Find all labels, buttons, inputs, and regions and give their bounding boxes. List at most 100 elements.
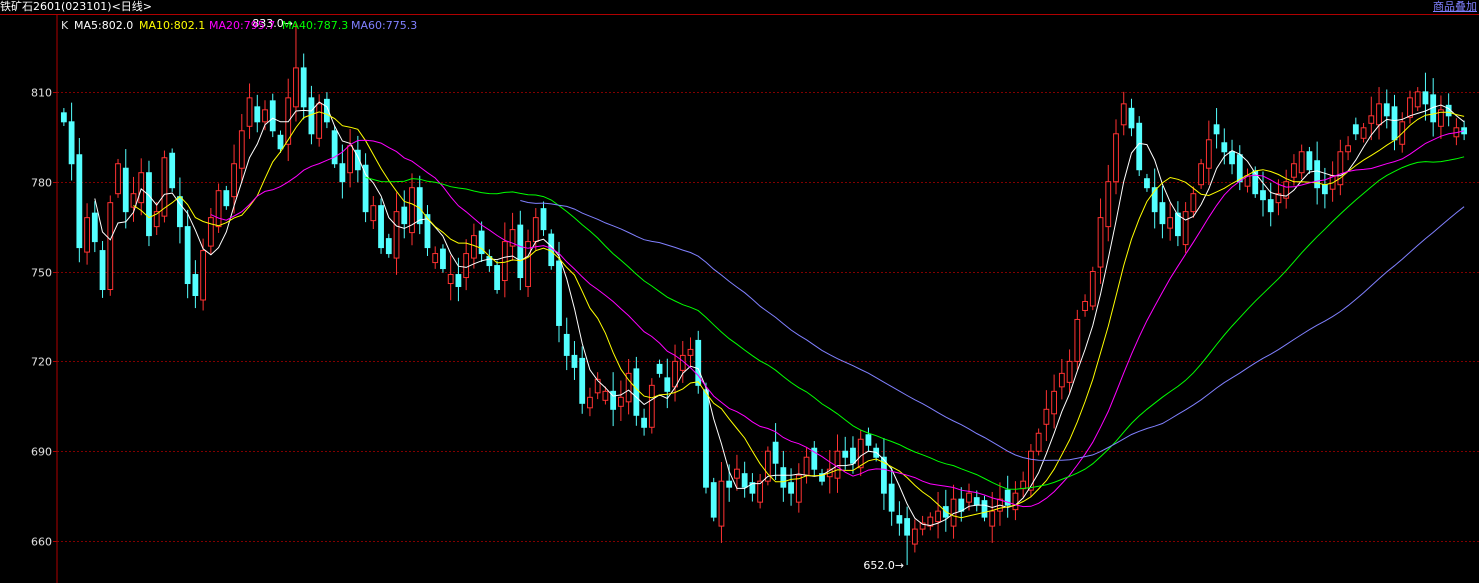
candle-up (966, 492, 972, 503)
candle-down (710, 482, 717, 518)
candle-down (571, 354, 578, 368)
candle-up (1035, 432, 1042, 452)
candle-up (246, 97, 253, 127)
candle-up (262, 109, 268, 123)
y-tick-label: 690 (31, 446, 52, 459)
candle-up (370, 205, 377, 222)
candle-down (1159, 202, 1166, 225)
candle-down (424, 214, 431, 249)
candle-down (1260, 190, 1266, 201)
candle-down (788, 482, 794, 494)
candle-down (1314, 160, 1321, 189)
candle-up (130, 193, 137, 208)
candle-down (324, 98, 330, 123)
candle-down (269, 100, 276, 132)
candle-up (238, 130, 245, 169)
candle-up (409, 187, 415, 234)
candle-down (881, 456, 887, 494)
candle-up (231, 163, 237, 198)
candle-up (919, 522, 926, 530)
candle-up (1291, 163, 1297, 178)
candle-down (478, 230, 485, 255)
y-tick-label: 810 (31, 87, 52, 100)
candle-down (223, 190, 230, 207)
candle-down (339, 163, 346, 183)
candle-down (1151, 187, 1158, 213)
candle-down (563, 333, 570, 356)
candle-down (401, 206, 408, 225)
candle-up (1120, 103, 1127, 126)
candle-down (1422, 91, 1429, 105)
candle-down (850, 447, 856, 464)
candle-up (617, 396, 624, 407)
candle-down (1144, 178, 1150, 189)
candle-down (184, 226, 191, 285)
candle-up (1020, 480, 1027, 490)
candle-up (625, 372, 632, 403)
legend-ma5: MA5:802.0 (74, 19, 133, 32)
candle-up (1051, 390, 1058, 415)
candle-down (741, 473, 748, 488)
candle-down (1306, 151, 1313, 171)
candle-down (656, 363, 663, 374)
candle-down (122, 167, 129, 213)
legend-ma20: MA20:795.7 (209, 19, 275, 32)
candle-down (664, 377, 671, 392)
title-bar: 铁矿石2601(023101)<日线> 商品叠加 (0, 0, 1479, 14)
candle-up (1074, 318, 1081, 362)
grid-lines (57, 92, 1479, 542)
candle-up (501, 241, 508, 282)
candle-down (904, 518, 911, 536)
candle-up (1082, 300, 1088, 311)
candle-up (1407, 97, 1413, 118)
candle-up (857, 438, 864, 469)
candle-down (1213, 124, 1220, 135)
candle-down (703, 389, 709, 488)
candle-up (757, 480, 764, 503)
legend-ma60: MA60:775.3 (351, 19, 417, 32)
candle-down (981, 500, 988, 518)
max-price-label: 833.0→ (252, 17, 293, 30)
candle-up (764, 450, 771, 482)
candle-up (107, 202, 114, 291)
candle-down (494, 265, 500, 291)
candle-up (509, 229, 516, 247)
candle-down (99, 250, 106, 291)
candle-up (648, 384, 655, 428)
candle-down (146, 172, 152, 237)
candle-down (780, 467, 787, 488)
y-tick-label: 660 (31, 536, 52, 549)
ma20-line (210, 130, 1465, 508)
candle-up (687, 348, 694, 356)
candle-down (695, 339, 702, 386)
candle-down (540, 208, 547, 231)
candle-down (726, 480, 733, 488)
candle-down (76, 154, 83, 249)
candle-down (1391, 106, 1398, 141)
legend-ma10: MA10:802.1 (139, 19, 205, 32)
candle-up (1058, 372, 1065, 388)
candle-up (594, 378, 601, 394)
candle-up (1028, 450, 1034, 491)
candle-up (1066, 360, 1073, 383)
candle-up (1376, 103, 1382, 126)
candle-up (1182, 211, 1189, 246)
candle-down (277, 134, 284, 150)
candle-down (610, 390, 617, 410)
candle-down (1174, 212, 1181, 237)
candle-down (819, 473, 825, 482)
candle-up (1097, 217, 1104, 268)
candle-up (834, 450, 841, 479)
candle-down (455, 274, 462, 288)
candle-up (1244, 175, 1251, 187)
candle-up (347, 145, 354, 174)
commodity-overlay-button[interactable]: 商品叠加 (1433, 0, 1477, 13)
candle-up (463, 253, 470, 279)
candle-up (316, 103, 323, 139)
candle-down (91, 212, 98, 243)
candle-up (1360, 127, 1367, 139)
candle-up (1368, 115, 1375, 124)
y-tick-label: 780 (31, 177, 52, 190)
candle-up (1298, 151, 1305, 174)
